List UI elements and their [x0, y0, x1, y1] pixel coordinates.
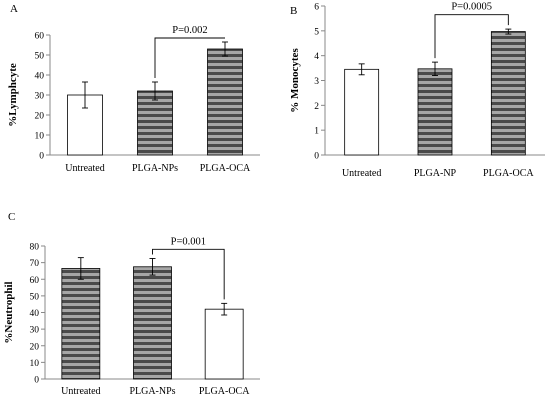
y-tick-label: 0	[39, 152, 44, 162]
y-tick-label: 2	[314, 102, 319, 112]
bar-plga-oca	[204, 308, 244, 380]
chart-panel-b: B 0 1 2 3 4 5 6 % Monocytes Untreated PLGA-NP PLGA-…	[289, 2, 545, 179]
bar-plga-nps	[137, 90, 173, 156]
y-tick-label: 60	[35, 32, 45, 42]
bar-plga-oca	[490, 31, 526, 156]
category-label: PLGA-NPs	[129, 386, 175, 397]
category-label: PLGA-OCA	[199, 386, 250, 397]
y-tick-label: 4	[314, 52, 319, 62]
y-tick-label: 6	[314, 3, 319, 13]
y-tick-label: 10	[30, 359, 40, 369]
y-tick-label: 70	[30, 259, 40, 269]
panel-label: C	[8, 211, 15, 223]
y-tick-label: 1	[314, 127, 319, 137]
y-tick-label: 20	[30, 342, 40, 352]
y-axis-title: % Monocytes	[289, 48, 301, 113]
bar-plga-oca	[207, 48, 243, 156]
category-label: Untreated	[342, 168, 381, 179]
category-label: PLGA-OCA	[483, 168, 534, 179]
chart-panel-c: C 0 10 20 30 40 50 60 70 80 %Neutrophil Untreated PL…	[3, 211, 260, 397]
bar-plga-nps	[133, 266, 172, 380]
panel-label: B	[290, 5, 297, 17]
significance-bracket	[154, 37, 225, 78]
bar-untreated	[344, 68, 380, 156]
y-tick-label: 40	[30, 309, 40, 319]
y-tick-label: 30	[35, 92, 45, 102]
y-tick-label: 60	[30, 276, 40, 286]
category-label: PLGA-NPs	[132, 163, 178, 174]
y-axis-title: %Neutrophil	[3, 281, 15, 343]
y-tick-label: 10	[35, 132, 45, 142]
panel-label: A	[10, 3, 18, 15]
p-value-label: P=0.001	[171, 236, 206, 247]
y-tick-label: 20	[35, 112, 45, 122]
chart-panel-a: A 0 10 20 30 40 50 60 %Lymphcyte Untreated PLGA-NP…	[7, 3, 260, 174]
y-tick-label: 30	[30, 326, 40, 336]
y-tick-label: 5	[314, 27, 319, 37]
category-label: Untreated	[65, 163, 104, 174]
category-label: PLGA-NP	[414, 168, 457, 179]
y-tick-label: 50	[30, 292, 40, 302]
y-tick-label: 0	[34, 376, 39, 386]
significance-bracket	[152, 248, 225, 300]
bar-untreated	[61, 268, 101, 380]
p-value-label: P=0.002	[172, 25, 207, 36]
category-label: PLGA-OCA	[200, 163, 251, 174]
significance-bracket	[434, 14, 509, 59]
y-tick-label: 0	[314, 152, 319, 162]
bar-plga-np	[417, 68, 453, 156]
y-axis-title: %Lymphcyte	[7, 63, 19, 127]
category-label: Untreated	[61, 386, 100, 397]
y-tick-label: 80	[30, 243, 40, 253]
y-tick-label: 50	[35, 52, 45, 62]
y-tick-label: 3	[314, 77, 319, 87]
p-value-label: P=0.0005	[451, 2, 492, 13]
y-tick-label: 40	[35, 72, 45, 82]
